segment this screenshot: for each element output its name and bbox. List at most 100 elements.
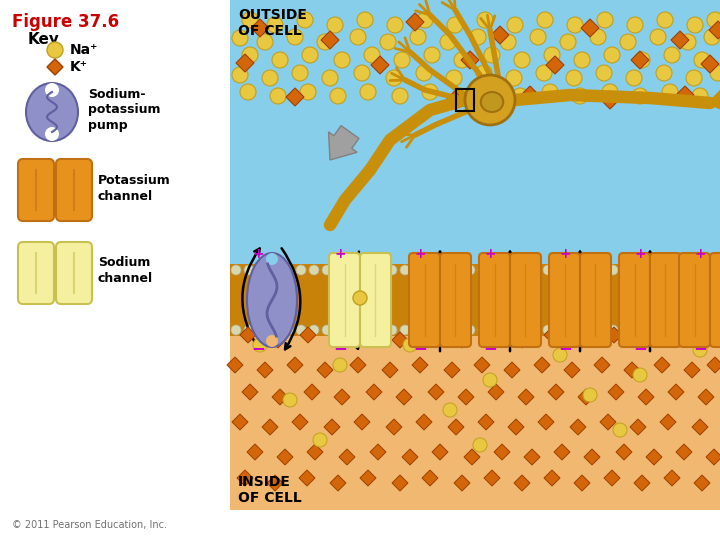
Circle shape — [452, 265, 462, 275]
Circle shape — [242, 47, 258, 63]
Text: +: + — [414, 247, 426, 261]
Text: +: + — [252, 247, 264, 261]
Polygon shape — [386, 419, 402, 435]
Circle shape — [322, 265, 332, 275]
Circle shape — [386, 70, 402, 86]
Polygon shape — [461, 51, 479, 69]
Circle shape — [517, 325, 527, 335]
Circle shape — [353, 291, 367, 305]
Circle shape — [517, 265, 527, 275]
Polygon shape — [287, 357, 303, 373]
Circle shape — [470, 29, 486, 45]
Circle shape — [569, 265, 579, 275]
Polygon shape — [47, 59, 63, 75]
Circle shape — [693, 343, 707, 357]
Polygon shape — [581, 19, 599, 37]
Polygon shape — [370, 444, 386, 460]
Circle shape — [476, 65, 492, 81]
Polygon shape — [382, 362, 398, 378]
Polygon shape — [514, 332, 530, 348]
Circle shape — [632, 88, 648, 104]
Circle shape — [692, 88, 708, 104]
Circle shape — [673, 325, 683, 335]
Polygon shape — [594, 357, 610, 373]
Circle shape — [327, 17, 343, 33]
Polygon shape — [630, 419, 646, 435]
Circle shape — [656, 65, 672, 81]
Circle shape — [553, 348, 567, 362]
Circle shape — [232, 67, 248, 83]
Circle shape — [582, 325, 592, 335]
Circle shape — [387, 17, 403, 33]
Text: +: + — [334, 247, 346, 261]
Polygon shape — [494, 444, 510, 460]
Polygon shape — [608, 384, 624, 400]
Text: © 2011 Pearson Education, Inc.: © 2011 Pearson Education, Inc. — [12, 520, 167, 530]
Circle shape — [556, 265, 566, 275]
Polygon shape — [371, 56, 389, 74]
Polygon shape — [454, 332, 470, 348]
Text: Potassium
channel: Potassium channel — [98, 173, 171, 202]
Polygon shape — [424, 327, 440, 343]
Circle shape — [621, 325, 631, 335]
Circle shape — [660, 265, 670, 275]
Polygon shape — [564, 362, 580, 378]
Ellipse shape — [465, 75, 515, 125]
Polygon shape — [538, 414, 554, 430]
Circle shape — [322, 325, 332, 335]
Polygon shape — [360, 470, 376, 486]
Polygon shape — [574, 332, 590, 348]
Circle shape — [270, 325, 280, 335]
Polygon shape — [606, 327, 622, 343]
Polygon shape — [317, 362, 333, 378]
Ellipse shape — [26, 83, 78, 141]
Circle shape — [242, 12, 258, 28]
Polygon shape — [544, 470, 560, 486]
Circle shape — [253, 338, 267, 352]
Polygon shape — [428, 384, 444, 400]
Circle shape — [452, 325, 462, 335]
Circle shape — [231, 325, 241, 335]
Circle shape — [478, 325, 488, 335]
Circle shape — [543, 325, 553, 335]
Circle shape — [566, 70, 582, 86]
Circle shape — [283, 265, 293, 275]
Circle shape — [506, 70, 522, 86]
Circle shape — [504, 325, 514, 335]
Polygon shape — [242, 384, 258, 400]
Circle shape — [613, 423, 627, 437]
Circle shape — [443, 403, 457, 417]
Polygon shape — [227, 357, 243, 373]
Circle shape — [620, 34, 636, 50]
Text: −: − — [558, 339, 572, 357]
Circle shape — [530, 265, 540, 275]
FancyBboxPatch shape — [56, 242, 92, 304]
Polygon shape — [272, 389, 288, 405]
Polygon shape — [324, 419, 340, 435]
Polygon shape — [508, 419, 524, 435]
Polygon shape — [692, 419, 708, 435]
Circle shape — [296, 325, 306, 335]
Circle shape — [354, 65, 370, 81]
Circle shape — [424, 47, 440, 63]
Polygon shape — [257, 362, 273, 378]
Circle shape — [317, 34, 333, 50]
Text: Sodium
channel: Sodium channel — [98, 256, 153, 286]
Circle shape — [262, 70, 278, 86]
Circle shape — [477, 12, 493, 28]
Circle shape — [333, 358, 347, 372]
Circle shape — [309, 265, 319, 275]
Polygon shape — [484, 327, 500, 343]
Ellipse shape — [266, 253, 278, 265]
Circle shape — [392, 88, 408, 104]
Circle shape — [662, 84, 678, 100]
Circle shape — [357, 12, 373, 28]
Circle shape — [422, 84, 438, 100]
Bar — [230, 264, 720, 336]
Polygon shape — [484, 470, 500, 486]
Polygon shape — [464, 449, 480, 465]
Circle shape — [292, 65, 308, 81]
Circle shape — [283, 325, 293, 335]
Polygon shape — [396, 389, 412, 405]
Circle shape — [296, 265, 306, 275]
